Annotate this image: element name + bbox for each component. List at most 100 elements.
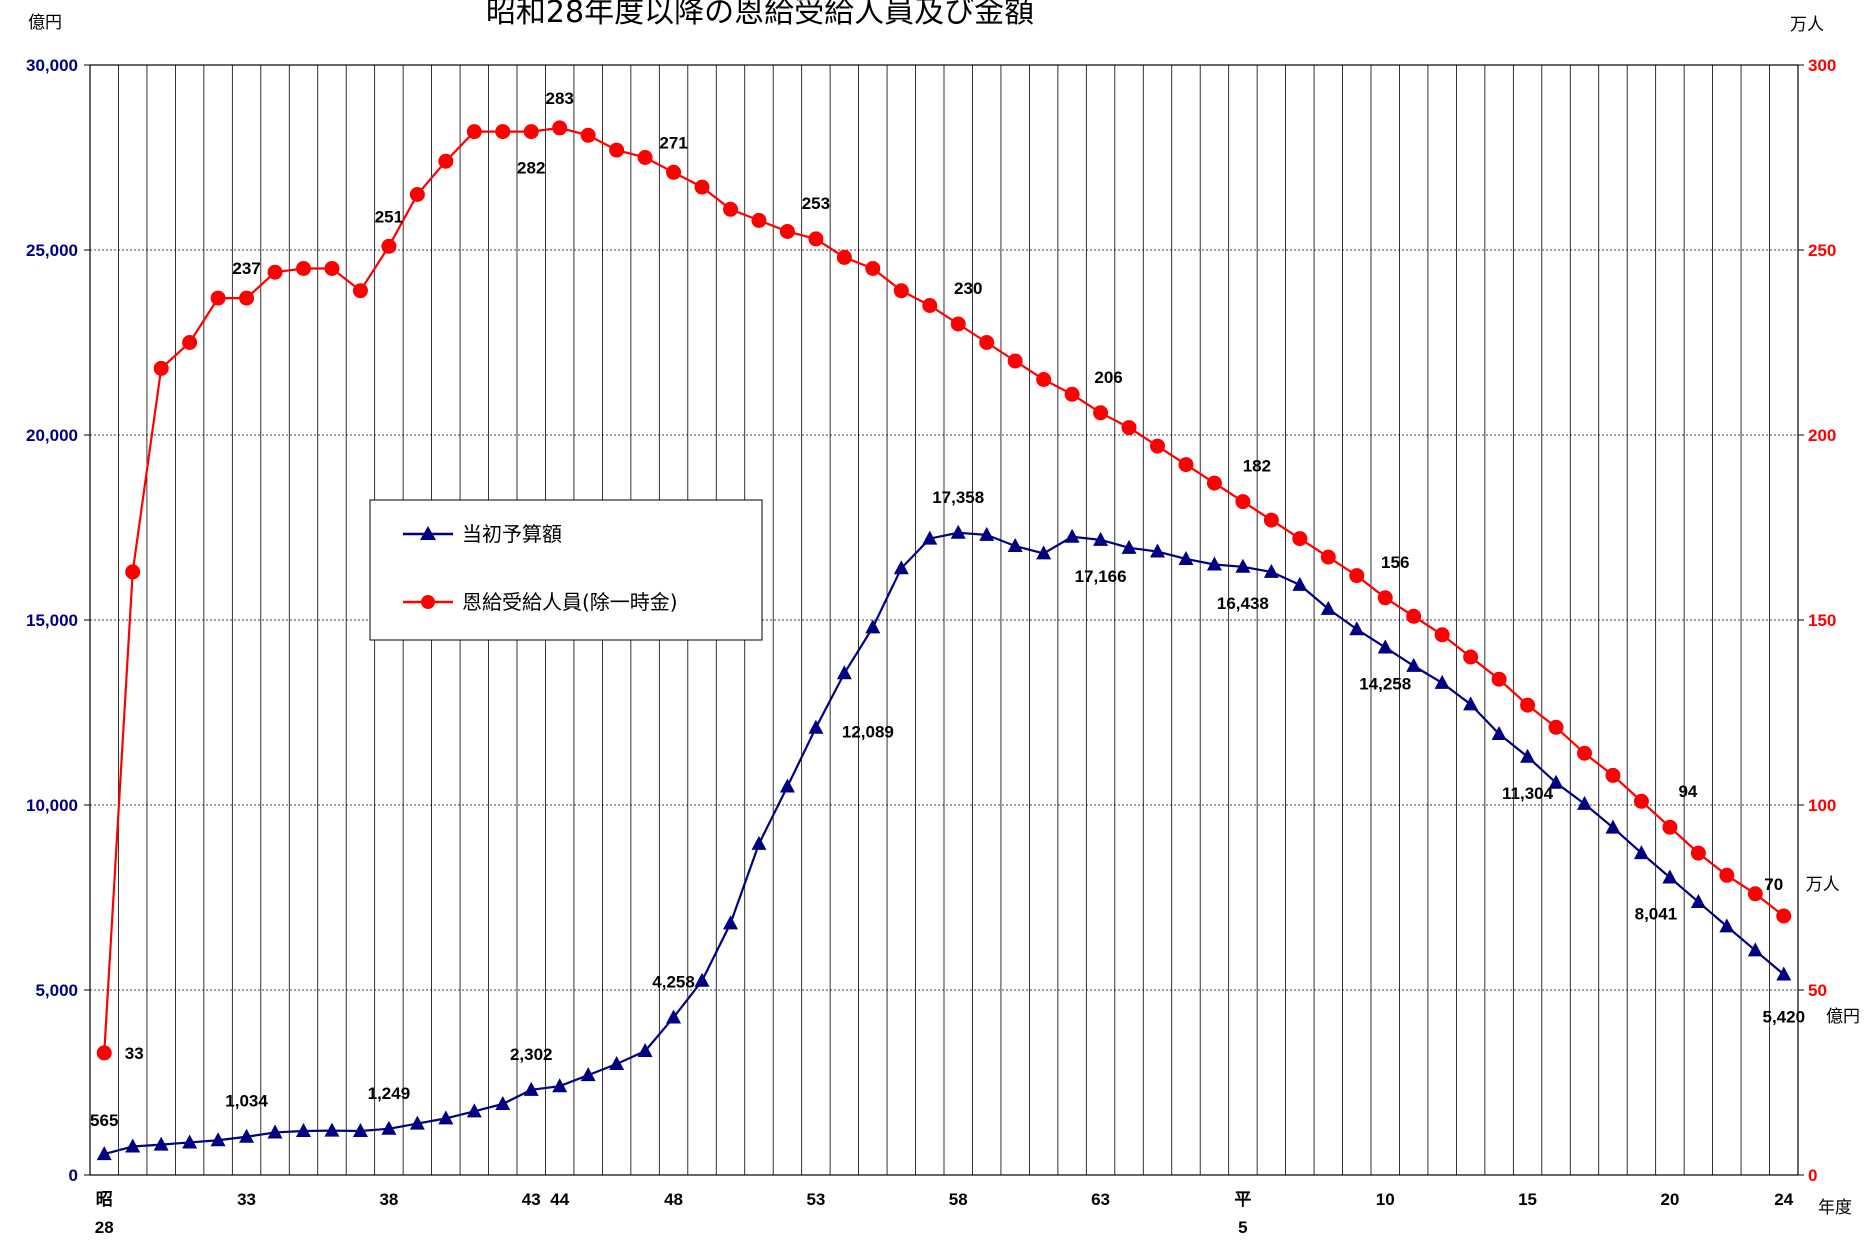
recipients-point bbox=[1377, 590, 1393, 606]
recipients-data-label: 283 bbox=[546, 89, 574, 108]
budget-point bbox=[1235, 558, 1251, 573]
right-tick-label: 300 bbox=[1808, 56, 1836, 75]
recipients-point bbox=[296, 261, 311, 276]
x-axis-unit: 年度 bbox=[1818, 1198, 1852, 1218]
x-tick-label: 44 bbox=[550, 1190, 569, 1209]
recipients-point bbox=[1577, 745, 1592, 761]
budget-point bbox=[950, 524, 966, 539]
x-tick-label: 43 bbox=[522, 1190, 541, 1209]
recipients-point bbox=[1520, 697, 1536, 713]
budget-point bbox=[1349, 621, 1365, 636]
recipients-point bbox=[808, 231, 824, 247]
recipients-point bbox=[267, 264, 283, 280]
budget-data-label: 2,302 bbox=[510, 1045, 553, 1064]
budget-point bbox=[836, 665, 852, 680]
recipients-point bbox=[1605, 767, 1621, 783]
recipients-point bbox=[1064, 386, 1080, 402]
budget-point bbox=[1662, 869, 1678, 884]
recipients-data-label: 156 bbox=[1381, 553, 1409, 572]
budget-point bbox=[1036, 545, 1052, 560]
budget-data-label: 1,249 bbox=[368, 1084, 411, 1103]
recipients-point bbox=[1548, 719, 1564, 735]
legend-circle-marker bbox=[421, 595, 435, 609]
recipients-point bbox=[609, 142, 625, 158]
recipients-data-label: 94 bbox=[1678, 782, 1697, 801]
budget-point bbox=[296, 1122, 311, 1137]
recipients-point bbox=[1690, 845, 1706, 861]
budget-data-label: 565 bbox=[90, 1111, 118, 1130]
recipients-point bbox=[495, 124, 511, 140]
recipients-point bbox=[210, 290, 226, 306]
budget-point bbox=[1206, 556, 1222, 571]
budget-point bbox=[409, 1115, 425, 1130]
recipients-point bbox=[751, 212, 767, 228]
right-tick-label: 200 bbox=[1808, 426, 1836, 445]
right-tick-label: 250 bbox=[1808, 241, 1836, 260]
left-tick-label: 0 bbox=[69, 1166, 78, 1185]
budget-point bbox=[1406, 657, 1422, 672]
series-layer bbox=[96, 120, 1792, 1161]
recipients-point bbox=[580, 127, 596, 143]
chart-title: 昭和28年度以降の恩給受給人員及び金額 bbox=[486, 0, 1034, 30]
budget-point bbox=[1491, 725, 1507, 740]
recipients-point bbox=[1235, 494, 1251, 510]
recipients-point bbox=[1121, 420, 1137, 436]
budget-data-label: 12,089 bbox=[842, 723, 894, 742]
recipients-point bbox=[381, 238, 397, 254]
budget-point bbox=[1776, 966, 1792, 981]
recipients-point bbox=[239, 290, 255, 306]
budget-point bbox=[1292, 576, 1308, 591]
end-unit-label: 万人 bbox=[1806, 875, 1840, 895]
budget-point bbox=[694, 972, 710, 987]
gridlines bbox=[90, 64, 1798, 1175]
budget-point bbox=[1434, 674, 1450, 689]
budget-point bbox=[210, 1132, 226, 1147]
recipients-point bbox=[723, 201, 738, 217]
recipients-point bbox=[552, 120, 568, 136]
recipients-point bbox=[865, 261, 881, 276]
budget-data-label: 1,034 bbox=[225, 1092, 268, 1111]
recipients-point bbox=[1719, 867, 1735, 883]
data-labels: 565 1,034 1,249 2,302 4,258 12,089 17,358 17,16… bbox=[90, 89, 1840, 1130]
budget-data-label: 17,358 bbox=[932, 488, 984, 507]
budget-point bbox=[1263, 563, 1279, 578]
budget-data-label: 17,166 bbox=[1075, 567, 1127, 586]
budget-point bbox=[1548, 774, 1564, 789]
recipients-point bbox=[1263, 512, 1279, 528]
right-tick-label: 50 bbox=[1808, 981, 1827, 1000]
budget-point bbox=[723, 915, 738, 930]
recipients-point bbox=[1320, 549, 1336, 565]
budget-point bbox=[580, 1067, 596, 1082]
x-tick-label: 48 bbox=[664, 1190, 683, 1209]
recipients-data-label: 182 bbox=[1243, 457, 1271, 476]
budget-point bbox=[1150, 543, 1165, 558]
budget-point bbox=[1320, 600, 1336, 615]
legend-box bbox=[369, 499, 763, 641]
recipients-point bbox=[96, 1045, 112, 1061]
legend-label-budget: 当初予算額 bbox=[462, 522, 562, 546]
recipients-point bbox=[1491, 671, 1507, 687]
left-tick-label: 15,000 bbox=[26, 611, 78, 630]
recipients-data-label: 271 bbox=[659, 133, 687, 152]
left-axis-unit: 億円 bbox=[28, 13, 62, 33]
recipients-point bbox=[1463, 649, 1479, 665]
recipients-point bbox=[1206, 475, 1222, 491]
x-tick-label-line2: 28 bbox=[95, 1218, 114, 1237]
x-tick-label: 53 bbox=[806, 1190, 825, 1209]
budget-data-label: 5,420 bbox=[1762, 1007, 1805, 1026]
budget-point bbox=[751, 835, 767, 850]
budget-point bbox=[865, 619, 881, 634]
budget-point bbox=[1605, 819, 1621, 834]
budget-point bbox=[1719, 918, 1735, 933]
recipients-point bbox=[1434, 627, 1450, 643]
left-tick-label: 30,000 bbox=[26, 56, 78, 75]
recipients-point bbox=[893, 283, 909, 299]
budget-point bbox=[666, 1009, 682, 1024]
recipients-point bbox=[1747, 886, 1763, 902]
legend-label-recipients: 恩給受給人員(除一時金) bbox=[462, 590, 678, 614]
recipients-point bbox=[324, 261, 340, 276]
right-axis-unit-bottom: 億円 bbox=[1826, 1007, 1860, 1027]
budget-point bbox=[182, 1134, 198, 1149]
budget-point bbox=[637, 1043, 653, 1058]
